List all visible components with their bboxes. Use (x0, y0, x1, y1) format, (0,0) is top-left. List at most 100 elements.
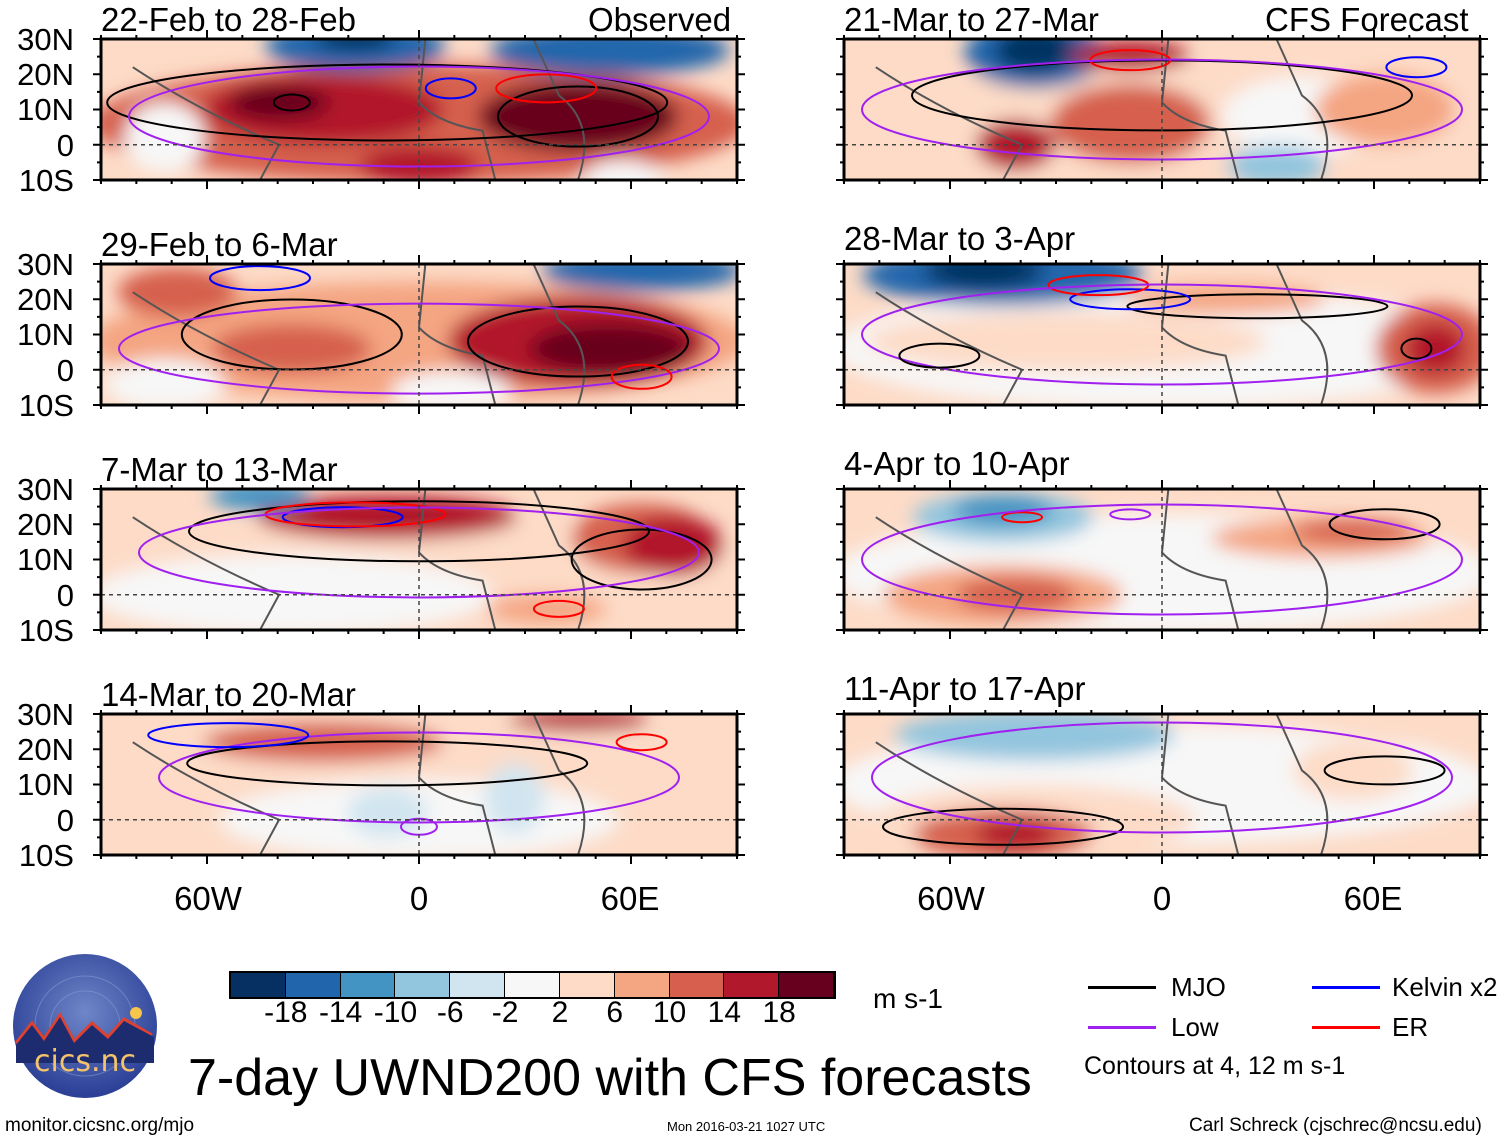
contour-line (570, 528, 713, 591)
lat-label: 10N (17, 767, 74, 803)
lat-label: 10N (17, 542, 74, 578)
contour-line (497, 85, 659, 148)
contour-line (106, 63, 669, 142)
lat-label: 10N (17, 317, 74, 353)
lat-label: 0 (56, 577, 74, 613)
panel-title: 28-Mar to 3-Apr (844, 220, 1076, 257)
coastline (875, 714, 1329, 855)
colorbar-swatch (505, 973, 560, 997)
cics-logo: cics.nc (13, 954, 157, 1098)
mjo-legend-line (1088, 986, 1156, 989)
panel-title: 22-Feb to 28-Feb (101, 1, 356, 38)
contour-line (147, 722, 310, 749)
colorbar-swatch (669, 973, 725, 997)
colorbar-unit: m s-1 (873, 983, 943, 1014)
logo-text: cics.nc (34, 1044, 136, 1079)
panel-title: 14-Mar to 20-Mar (101, 676, 356, 713)
colorbar-swatch (285, 973, 341, 997)
lon-label: 0 (1152, 880, 1172, 917)
colorbar-tick-label: -6 (436, 996, 464, 1029)
lon-label: 60W (174, 880, 242, 917)
contour-line (1323, 755, 1446, 786)
lat-label: 20N (17, 507, 74, 543)
lat-label: 30N (17, 22, 74, 57)
panel-title: 29-Feb to 6-Mar (101, 226, 338, 263)
forecast-label: CFS Forecast (1265, 1, 1469, 38)
panel-title: 4-Apr to 10-Apr (844, 445, 1070, 482)
contour-line (209, 265, 311, 292)
colorbar-swatch (395, 973, 451, 997)
wind-anomaly-shading (210, 489, 310, 512)
lat-label: 10S (18, 387, 74, 423)
contour-line (898, 342, 981, 369)
wind-anomaly-shading (315, 39, 396, 51)
wind-anomaly-shading (1292, 740, 1413, 801)
wind-anomaly-shading (923, 264, 1044, 290)
lat-label: 30N (17, 697, 74, 732)
colorbar-swatch (779, 973, 834, 997)
colorbar-swatch (340, 973, 396, 997)
colorbar-tick-label: 6 (606, 996, 624, 1029)
contour-line (1109, 508, 1152, 521)
wind-anomaly-shading (953, 495, 1053, 526)
contour-line (424, 77, 477, 100)
wind-anomaly-shading (1314, 74, 1455, 145)
wind-anomaly-shading (347, 787, 428, 838)
colorbar-swatch (231, 973, 286, 997)
lat-label: 0 (56, 802, 74, 838)
contour-line (495, 73, 598, 104)
wind-anomaly-shading (104, 358, 225, 405)
map-panel (93, 705, 745, 864)
wind-anomaly-shading (489, 39, 730, 76)
legend-label: Kelvin x2 (1392, 972, 1498, 1002)
colorbar-tick-label: 14 (707, 996, 742, 1029)
contour-line (1069, 288, 1192, 311)
contour-line (615, 733, 668, 752)
wind-anomaly-shading (211, 323, 372, 374)
contour-line (861, 503, 1463, 616)
er-legend-line (1312, 1026, 1380, 1029)
lon-label: 60E (600, 880, 660, 917)
lat-label: 10S (18, 162, 74, 198)
wind-anomaly-shading (265, 39, 446, 72)
contour-line (186, 740, 589, 787)
panel-title: 21-Mar to 27-Mar (844, 1, 1099, 38)
lon-label: 60E (1343, 880, 1403, 917)
contour-line (1001, 511, 1044, 524)
lon-label: 0 (409, 880, 429, 917)
contour-line (882, 807, 1124, 846)
contour-line (1126, 293, 1389, 320)
panel-title: 7-Mar to 13-Mar (101, 451, 338, 488)
contour-line (1385, 56, 1448, 79)
colorbar-swatch (450, 973, 506, 997)
coastline (132, 39, 586, 180)
map-panel (836, 30, 1488, 189)
contour-line (610, 363, 673, 390)
wind-anomaly-shading (257, 495, 518, 540)
wind-anomaly-shading (894, 714, 1175, 761)
legend-label: MJO (1171, 972, 1226, 1002)
wind-anomaly-shading (582, 160, 663, 180)
map-panel (93, 480, 745, 639)
map-panel (93, 255, 745, 414)
timestamp: Mon 2016-03-21 1027 UTC (667, 1119, 826, 1134)
coastline (132, 264, 586, 405)
kelvin-legend-line (1312, 986, 1380, 989)
lon-label: 60W (917, 880, 985, 917)
colorbar-tick-label: -14 (318, 996, 363, 1029)
map-panels (93, 30, 1488, 864)
lat-label: 30N (17, 472, 74, 507)
wind-anomaly-shading (484, 763, 545, 834)
map-panel (93, 30, 745, 189)
contour-line (180, 298, 403, 371)
lat-label: 30N (17, 247, 74, 282)
wind-anomaly-shading (508, 714, 648, 732)
colorbar-tick-label: 10 (652, 996, 687, 1029)
low-legend-line (1088, 1026, 1156, 1029)
source-url[interactable]: monitor.cicsnc.org/mjo (5, 1115, 195, 1136)
contour-line (467, 305, 689, 378)
colorbar-tick-label: 18 (762, 996, 796, 1029)
lat-label: 20N (17, 732, 74, 768)
wind-anomaly-shading (390, 370, 511, 405)
wind-anomaly-shading (229, 84, 330, 121)
